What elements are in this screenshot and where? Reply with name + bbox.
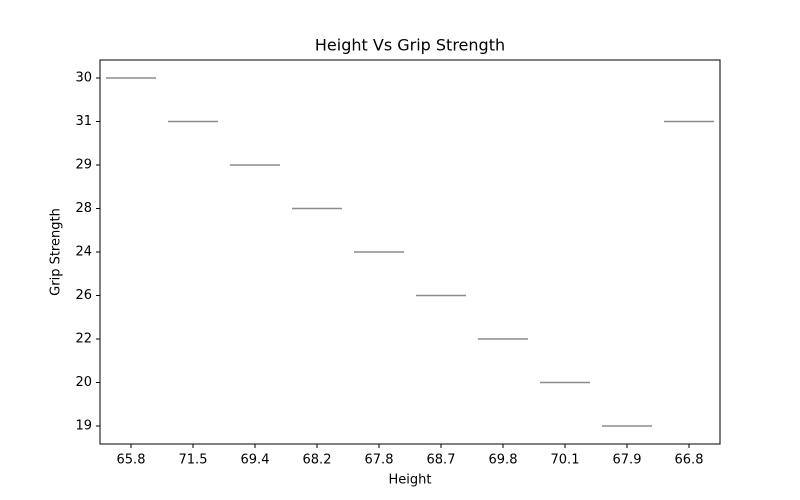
y-tick-label: 19	[75, 419, 92, 434]
x-tick-label: 68.7	[427, 453, 456, 468]
x-tick-label: 68.2	[303, 453, 332, 468]
y-tick-label: 22	[75, 332, 92, 347]
x-tick-label: 71.5	[179, 453, 208, 468]
y-tick-label: 20	[75, 375, 92, 390]
y-tick-label: 30	[75, 71, 92, 86]
y-tick-label: 29	[75, 158, 92, 173]
x-tick-label: 67.8	[365, 453, 394, 468]
x-axis-label: Height	[389, 473, 432, 488]
x-tick-label: 66.8	[675, 453, 704, 468]
y-axis-label: Grip Strength	[49, 208, 64, 296]
x-tick-label: 69.8	[489, 453, 518, 468]
chart-title: Height Vs Grip Strength	[315, 36, 505, 55]
y-tick-label: 26	[75, 288, 92, 303]
plot-frame	[99, 59, 721, 445]
x-tick-label: 70.1	[551, 453, 580, 468]
x-tick-label: 69.4	[241, 453, 270, 468]
y-tick-label: 28	[75, 201, 92, 216]
y-tick-label: 24	[75, 245, 92, 260]
x-tick-label: 65.8	[117, 453, 146, 468]
x-tick-label: 67.9	[613, 453, 642, 468]
y-tick-label: 31	[75, 114, 92, 129]
